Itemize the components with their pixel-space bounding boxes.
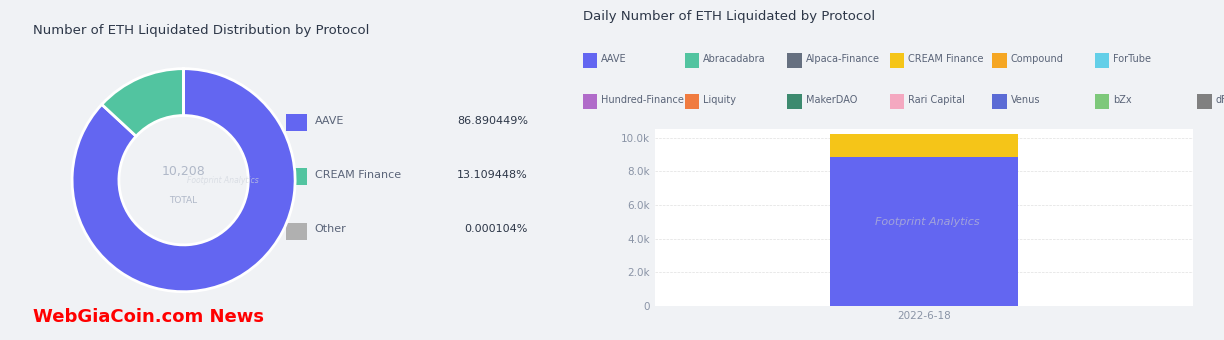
Text: Footprint Analytics: Footprint Analytics <box>868 217 980 227</box>
FancyBboxPatch shape <box>993 53 1007 68</box>
FancyBboxPatch shape <box>583 94 597 109</box>
Text: MakerDAO: MakerDAO <box>805 95 857 105</box>
Text: Alpaca-Finance: Alpaca-Finance <box>805 54 880 65</box>
FancyBboxPatch shape <box>890 53 905 68</box>
Text: CREAM Finance: CREAM Finance <box>908 54 984 65</box>
Bar <box>830 157 1018 306</box>
Text: Compound: Compound <box>1011 54 1064 65</box>
Wedge shape <box>102 69 184 136</box>
Text: bZx: bZx <box>1113 95 1132 105</box>
FancyBboxPatch shape <box>890 94 905 109</box>
Text: dForce: dForce <box>1215 95 1224 105</box>
FancyBboxPatch shape <box>583 53 597 68</box>
Text: TOTAL: TOTAL <box>170 196 197 205</box>
FancyBboxPatch shape <box>685 94 699 109</box>
FancyBboxPatch shape <box>787 94 802 109</box>
Text: Hundred-Finance: Hundred-Finance <box>601 95 683 105</box>
FancyBboxPatch shape <box>685 53 699 68</box>
FancyBboxPatch shape <box>286 168 307 185</box>
Text: AAVE: AAVE <box>601 54 627 65</box>
Text: 13.109448%: 13.109448% <box>458 170 528 180</box>
Text: Number of ETH Liquidated Distribution by Protocol: Number of ETH Liquidated Distribution by… <box>33 24 370 37</box>
FancyBboxPatch shape <box>286 114 307 131</box>
Text: Daily Number of ETH Liquidated by Protocol: Daily Number of ETH Liquidated by Protoc… <box>583 10 875 23</box>
Text: WebGiaCoin.com News: WebGiaCoin.com News <box>33 308 264 326</box>
Text: Rari Capital: Rari Capital <box>908 95 965 105</box>
Text: 0.000104%: 0.000104% <box>465 224 528 235</box>
Text: ForTube: ForTube <box>1113 54 1151 65</box>
FancyBboxPatch shape <box>993 94 1007 109</box>
Text: CREAM Finance: CREAM Finance <box>315 170 401 180</box>
Text: Abracadabra: Abracadabra <box>703 54 766 65</box>
Text: Footprint Analytics: Footprint Analytics <box>187 176 258 185</box>
Text: Venus: Venus <box>1011 95 1040 105</box>
Text: 86.890449%: 86.890449% <box>457 116 528 126</box>
Text: AAVE: AAVE <box>315 116 344 126</box>
Text: Liquity: Liquity <box>703 95 736 105</box>
FancyBboxPatch shape <box>787 53 802 68</box>
Bar <box>830 134 1018 157</box>
FancyBboxPatch shape <box>286 223 307 240</box>
Wedge shape <box>72 69 295 292</box>
Text: Other: Other <box>315 224 346 235</box>
Text: 10,208: 10,208 <box>162 165 206 178</box>
FancyBboxPatch shape <box>1095 94 1109 109</box>
FancyBboxPatch shape <box>1197 94 1212 109</box>
FancyBboxPatch shape <box>1095 53 1109 68</box>
